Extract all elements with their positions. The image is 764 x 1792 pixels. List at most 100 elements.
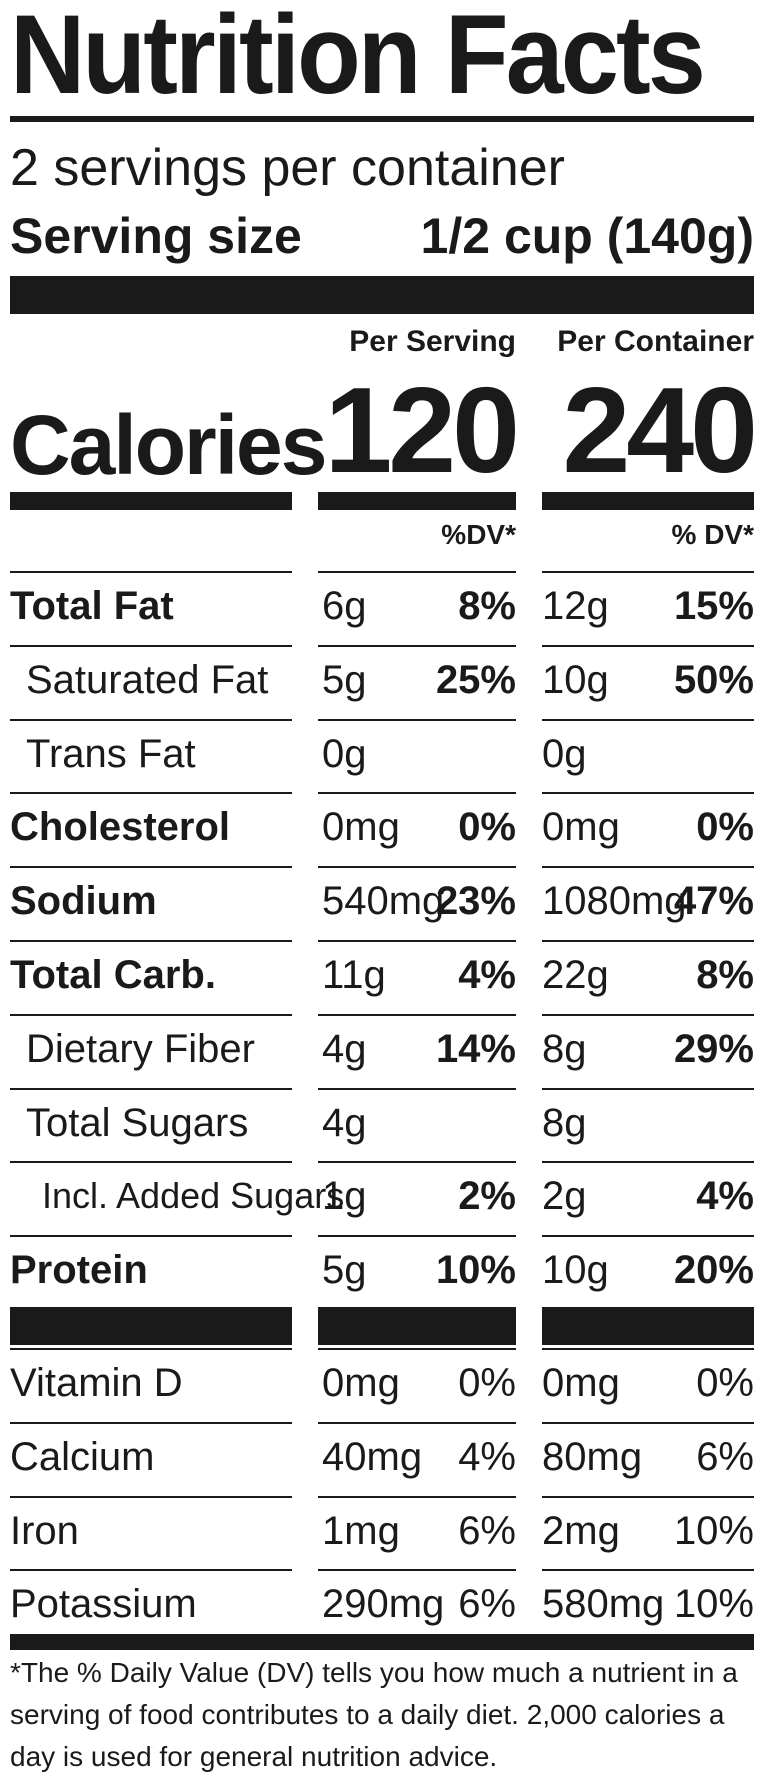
container-amount-protein: 10g <box>542 1248 609 1293</box>
container-dv-potassium: 10% <box>673 1582 754 1627</box>
serving-dv-vitamin-d: 0% <box>458 1361 516 1405</box>
container-amount-total-sugars: 8g <box>542 1100 587 1145</box>
nutrient-label-calcium: Calcium <box>10 1434 155 1479</box>
row-rule-middle <box>318 571 516 573</box>
container-amount-dietary-fiber: 8g <box>542 1026 587 1071</box>
container-amount-total-fat: 12g <box>542 584 609 628</box>
row-rule-middle <box>318 1348 516 1350</box>
row-rule-middle <box>318 940 516 942</box>
container-amount-total-carb: 22g <box>542 953 609 997</box>
row-rule-right <box>542 1087 754 1090</box>
row-rule-left <box>10 1013 292 1016</box>
calories-label: Calories <box>10 398 327 492</box>
row-rule-right <box>542 1013 754 1016</box>
row-rule-right <box>542 1161 754 1164</box>
nutrient-label-cholesterol: Cholesterol <box>10 805 231 850</box>
row-rule-left <box>10 1569 292 1572</box>
serving-dv-cholesterol: 0% <box>458 805 516 850</box>
container-amount-saturated-fat: 10g <box>542 657 609 702</box>
container-amount-incl-added-sugars: 2g <box>542 1174 587 1219</box>
row-rule-left <box>10 1495 292 1498</box>
row-rule-middle <box>318 1421 516 1424</box>
nutrient-label-protein: Protein <box>10 1248 148 1293</box>
row-rule-left <box>10 1348 292 1350</box>
serving-amount-iron: 1mg <box>322 1508 400 1553</box>
servings-per-container: 2 servings per container <box>10 139 565 197</box>
container-dv-calcium: 6% <box>696 1434 754 1479</box>
row-rule-middle <box>318 644 516 647</box>
container-dv-protein: 20% <box>673 1248 754 1293</box>
row-rule-left <box>10 1235 292 1238</box>
serving-dv-total-carb: 4% <box>458 953 516 997</box>
row-rule-middle <box>318 1495 516 1498</box>
dv-header-container: % DV* <box>671 519 754 550</box>
serving-amount-potassium: 290mg <box>322 1582 445 1627</box>
serving-amount-incl-added-sugars: 1g <box>322 1174 367 1219</box>
row-rule-left <box>10 866 292 869</box>
serving-amount-total-sugars: 4g <box>322 1100 367 1145</box>
serving-dv-protein: 10% <box>435 1248 516 1293</box>
row-rule-middle <box>318 866 516 869</box>
serving-size-label: Serving size <box>10 208 302 264</box>
row-rule-right <box>542 718 754 721</box>
container-amount-trans-fat: 0g <box>542 731 587 776</box>
container-dv-dietary-fiber: 29% <box>673 1026 754 1071</box>
container-dv-vitamin-d: 0% <box>696 1361 754 1405</box>
container-dv-saturated-fat: 50% <box>673 657 754 702</box>
row-rule-middle <box>318 792 516 795</box>
title-rule <box>10 116 754 122</box>
row-rule-left <box>10 1421 292 1424</box>
nutrient-label-saturated-fat: Saturated Fat <box>26 657 269 702</box>
row-rule-middle <box>318 1235 516 1238</box>
row-rule-left <box>10 1087 292 1090</box>
serving-dv-iron: 6% <box>458 1508 516 1553</box>
row-rule-left <box>10 940 292 942</box>
per-container-header: Per Container <box>557 325 754 358</box>
vitamin-bar-right <box>542 1307 754 1345</box>
row-rule-right <box>542 1348 754 1350</box>
row-rule-middle <box>318 718 516 721</box>
container-dv-iron: 10% <box>673 1508 754 1553</box>
label-title: Nutrition Facts <box>10 0 706 117</box>
serving-amount-vitamin-d: 0mg <box>322 1361 400 1405</box>
serving-size-value: 1/2 cup (140g) <box>420 208 754 264</box>
row-rule-left <box>10 571 292 573</box>
row-rule-right <box>542 644 754 647</box>
container-dv-sodium: 47% <box>673 879 754 924</box>
serving-dv-sodium: 23% <box>435 879 516 924</box>
row-rule-right <box>542 571 754 573</box>
container-amount-vitamin-d: 0mg <box>542 1361 620 1405</box>
calories-bar-right <box>542 492 754 510</box>
calories-per-container: 240 <box>562 362 758 498</box>
serving-amount-total-fat: 6g <box>322 584 367 628</box>
row-rule-right <box>542 1235 754 1238</box>
serving-amount-dietary-fiber: 4g <box>322 1026 367 1071</box>
nutrient-label-sodium: Sodium <box>10 879 157 924</box>
row-rule-right <box>542 866 754 869</box>
serving-amount-calcium: 40mg <box>322 1434 423 1479</box>
row-rule-left <box>10 644 292 647</box>
row-rule-right <box>542 940 754 942</box>
row-rule-right <box>542 792 754 795</box>
row-rule-right <box>542 1569 754 1572</box>
container-amount-potassium: 580mg <box>542 1582 665 1627</box>
nutrient-label-potassium: Potassium <box>10 1582 197 1627</box>
serving-dv-dietary-fiber: 14% <box>435 1026 516 1071</box>
serving-dv-total-fat: 8% <box>458 584 516 628</box>
serving-amount-total-carb: 11g <box>322 953 386 997</box>
nutrient-label-vitamin-d: Vitamin D <box>10 1361 183 1405</box>
footnote: *The % Daily Value (DV) tells you how mu… <box>10 1657 738 1772</box>
serving-amount-protein: 5g <box>322 1248 367 1293</box>
container-amount-iron: 2mg <box>542 1508 620 1553</box>
nutrient-label-total-carb: Total Carb. <box>10 953 216 997</box>
nutrient-label-total-fat: Total Fat <box>10 584 174 628</box>
calories-bar-middle <box>318 492 516 510</box>
serving-dv-saturated-fat: 25% <box>435 657 516 702</box>
row-rule-left <box>10 1161 292 1164</box>
serving-dv-calcium: 4% <box>458 1434 516 1479</box>
vitamin-bar-middle <box>318 1307 516 1345</box>
serving-dv-potassium: 6% <box>458 1582 516 1627</box>
row-rule-middle <box>318 1161 516 1164</box>
calories-per-serving: 120 <box>324 362 520 498</box>
